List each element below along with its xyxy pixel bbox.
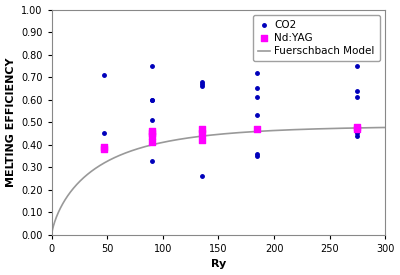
X-axis label: Ry: Ry [211,259,226,270]
Nd:YAG [101,145,107,149]
Legend: CO2, Nd:YAG, Fuerschbach Model: CO2, Nd:YAG, Fuerschbach Model [252,15,380,61]
Fuerschbach Model [84,174,88,177]
Fuerschbach Model [278,128,283,132]
CO2 [354,64,361,68]
Line: Fuerschbach Model: Fuerschbach Model [52,128,385,234]
Nd:YAG [198,131,205,136]
CO2 [354,95,361,100]
Nd:YAG [354,127,361,131]
Y-axis label: MELTING EFFICIENCY: MELTING EFFICIENCY [6,57,16,187]
Nd:YAG [101,147,107,152]
CO2 [148,131,155,136]
Nd:YAG [254,127,260,131]
Fuerschbach Model [184,136,189,140]
CO2 [354,89,361,93]
Nd:YAG [148,140,155,145]
Fuerschbach Model [383,126,388,129]
Nd:YAG [148,131,155,136]
Nd:YAG [198,138,205,142]
CO2 [354,131,361,136]
CO2 [148,158,155,163]
CO2 [101,73,107,77]
CO2 [148,97,155,102]
Fuerschbach Model [310,127,314,131]
CO2 [198,82,205,86]
CO2 [148,118,155,122]
CO2 [198,129,205,133]
CO2 [148,140,155,145]
CO2 [148,97,155,102]
CO2 [254,154,260,158]
CO2 [254,113,260,118]
CO2 [198,136,205,140]
CO2 [254,152,260,156]
CO2 [254,95,260,100]
CO2 [354,134,361,138]
CO2 [254,70,260,75]
CO2 [254,86,260,91]
Fuerschbach Model [316,127,320,131]
Nd:YAG [148,129,155,133]
CO2 [254,127,260,131]
Nd:YAG [148,134,155,138]
CO2 [198,174,205,178]
CO2 [198,79,205,84]
CO2 [198,84,205,88]
Fuerschbach Model [49,232,54,235]
CO2 [148,64,155,68]
Nd:YAG [198,127,205,131]
Nd:YAG [354,125,361,129]
CO2 [101,131,107,136]
Fuerschbach Model [196,135,201,138]
